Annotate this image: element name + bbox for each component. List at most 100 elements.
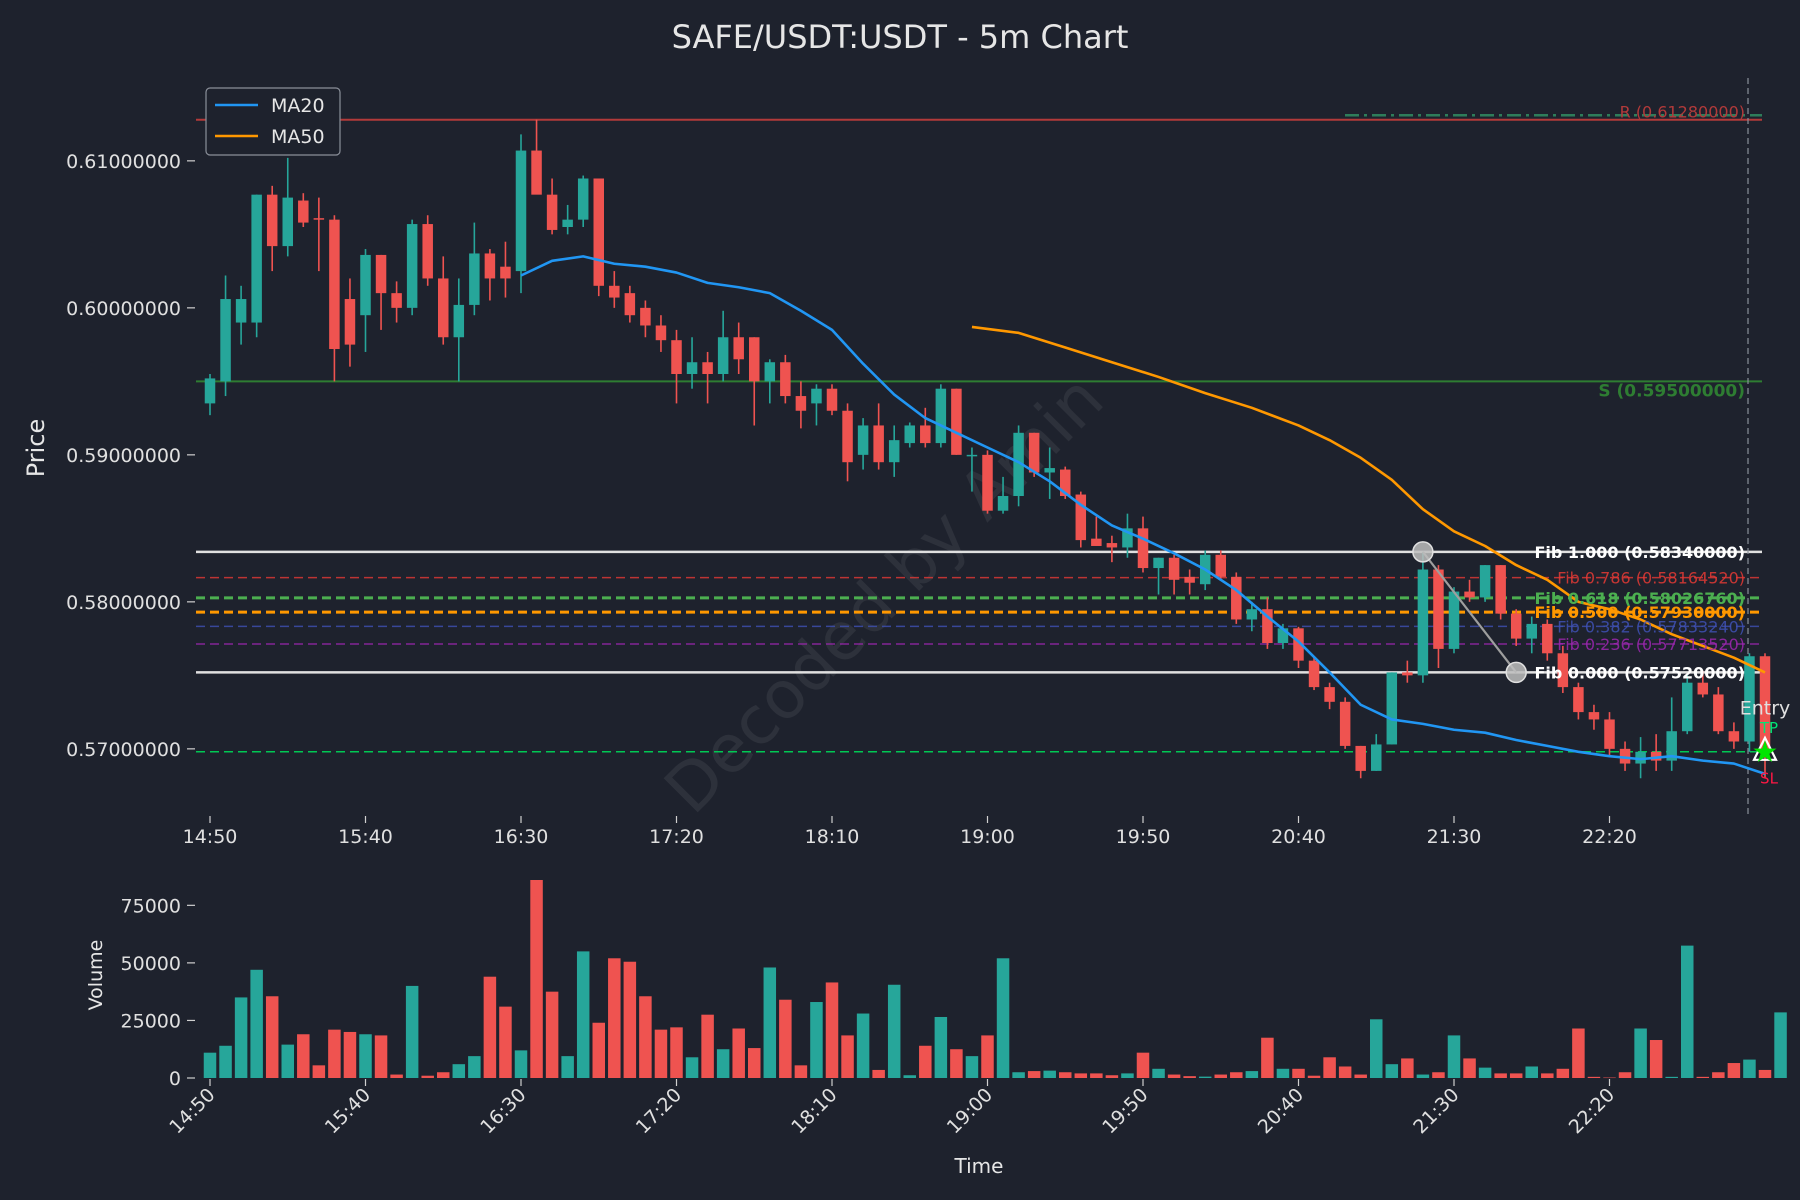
candle-body (515, 150, 527, 272)
candle (484, 249, 496, 301)
candle (1635, 737, 1646, 779)
candle (1262, 597, 1273, 649)
candle-body (577, 178, 589, 220)
candle (702, 351, 713, 404)
volume-bar (576, 951, 590, 1078)
volume-bar (670, 1027, 683, 1078)
volume-bar (996, 958, 1010, 1078)
candle (1573, 682, 1584, 720)
candle-body (1153, 557, 1164, 569)
volume-bar (203, 1052, 217, 1078)
volume-bar (1634, 1028, 1647, 1078)
candle (1417, 551, 1429, 683)
volume-bar (328, 1029, 341, 1078)
volume-bar (1338, 1066, 1352, 1078)
candle (329, 215, 340, 382)
candle (313, 197, 325, 272)
legend: MA20 MA50 (205, 87, 341, 156)
volume-bar (1649, 1040, 1663, 1078)
level-labels: R (0.61280000) S (0.59500000) Fib 1.000 (0… (1534, 103, 1745, 683)
candle-body (1371, 744, 1382, 771)
sl-label: SL (1760, 769, 1779, 787)
volume-tick-label: 0 (169, 1068, 181, 1090)
candle (391, 281, 402, 323)
candle (1744, 653, 1755, 752)
volume-bar (1370, 1019, 1383, 1078)
volume-bar (1214, 1074, 1227, 1078)
volume-bar (1261, 1037, 1274, 1078)
candle (1557, 645, 1569, 693)
candle-body (640, 307, 651, 326)
swing-point (1505, 661, 1527, 684)
candle (624, 285, 636, 323)
time-axis-label: Time (954, 1154, 1004, 1178)
volume-tick-label: 25000 (121, 1010, 181, 1032)
candle-body (1060, 469, 1071, 497)
candle-body (593, 178, 604, 286)
entry-triangle-marker (1752, 735, 1778, 761)
candle-body (282, 197, 293, 247)
time-axis: 14:50 15:40 16:30 17:20 18:10 19:00 19:50 20:40… (183, 816, 1637, 848)
volume-bar (1727, 1063, 1741, 1078)
time-tick-label: 19:00 (960, 826, 1015, 848)
volume-bar (1385, 1064, 1399, 1078)
candle (1184, 569, 1195, 595)
candle-body (500, 266, 511, 279)
volume-bar (841, 1035, 854, 1078)
volume-bar (1027, 1071, 1041, 1078)
candle-body (1091, 538, 1102, 546)
candle-body (1386, 672, 1398, 745)
volume-bar (1665, 1076, 1678, 1078)
candle-body (811, 388, 822, 404)
candle-body (655, 325, 667, 341)
candle-body (1728, 731, 1740, 742)
volume-bar (1105, 1075, 1119, 1078)
volume-bar (561, 1056, 574, 1078)
volume-bar (592, 1022, 605, 1078)
volume-bar (1074, 1073, 1088, 1078)
candle-body (1464, 591, 1475, 598)
volume-bar (1292, 1068, 1305, 1078)
fib-0000-label: Fib 0.000 (0.57520000) (1534, 663, 1745, 682)
volume-bar (1432, 1072, 1445, 1078)
volume-tick-label: 50000 (121, 953, 181, 975)
candle (1666, 697, 1677, 771)
candle-body (671, 340, 682, 374)
candle (764, 359, 776, 404)
candle (1619, 741, 1631, 771)
candle (951, 388, 962, 455)
tp-label: TP (1759, 719, 1778, 737)
support-label: S (0.59500000) (1598, 381, 1745, 401)
candle-body (1635, 751, 1646, 764)
candle (1650, 734, 1662, 771)
volume-bar (825, 982, 839, 1078)
candle-body (266, 194, 278, 247)
candle-body (1044, 468, 1055, 473)
candle-body (966, 454, 978, 457)
volume-bar (483, 976, 497, 1078)
candle (1759, 653, 1771, 779)
candle (904, 422, 915, 448)
candle-body (1184, 576, 1195, 583)
candle-body (1308, 660, 1320, 688)
volume-bar (1136, 1052, 1150, 1078)
candle (1464, 579, 1475, 602)
candle-body (857, 425, 869, 455)
volume-bar (732, 1028, 745, 1078)
candle (1402, 660, 1413, 683)
candle-body (251, 194, 262, 323)
candle-body (1588, 712, 1600, 720)
candle-body (1028, 432, 1040, 473)
volume-bar (281, 1044, 294, 1078)
candle-body (204, 378, 216, 404)
volume-bar (1447, 1035, 1461, 1078)
time-tick-label: 15:40 (338, 826, 393, 848)
candle-body (1682, 682, 1693, 732)
volume-bar (1230, 1072, 1243, 1078)
volume-bar (297, 1034, 310, 1078)
candle (1728, 722, 1740, 749)
candle-body (1168, 557, 1180, 580)
candle-body (1713, 694, 1724, 732)
candle-body (1542, 623, 1553, 654)
